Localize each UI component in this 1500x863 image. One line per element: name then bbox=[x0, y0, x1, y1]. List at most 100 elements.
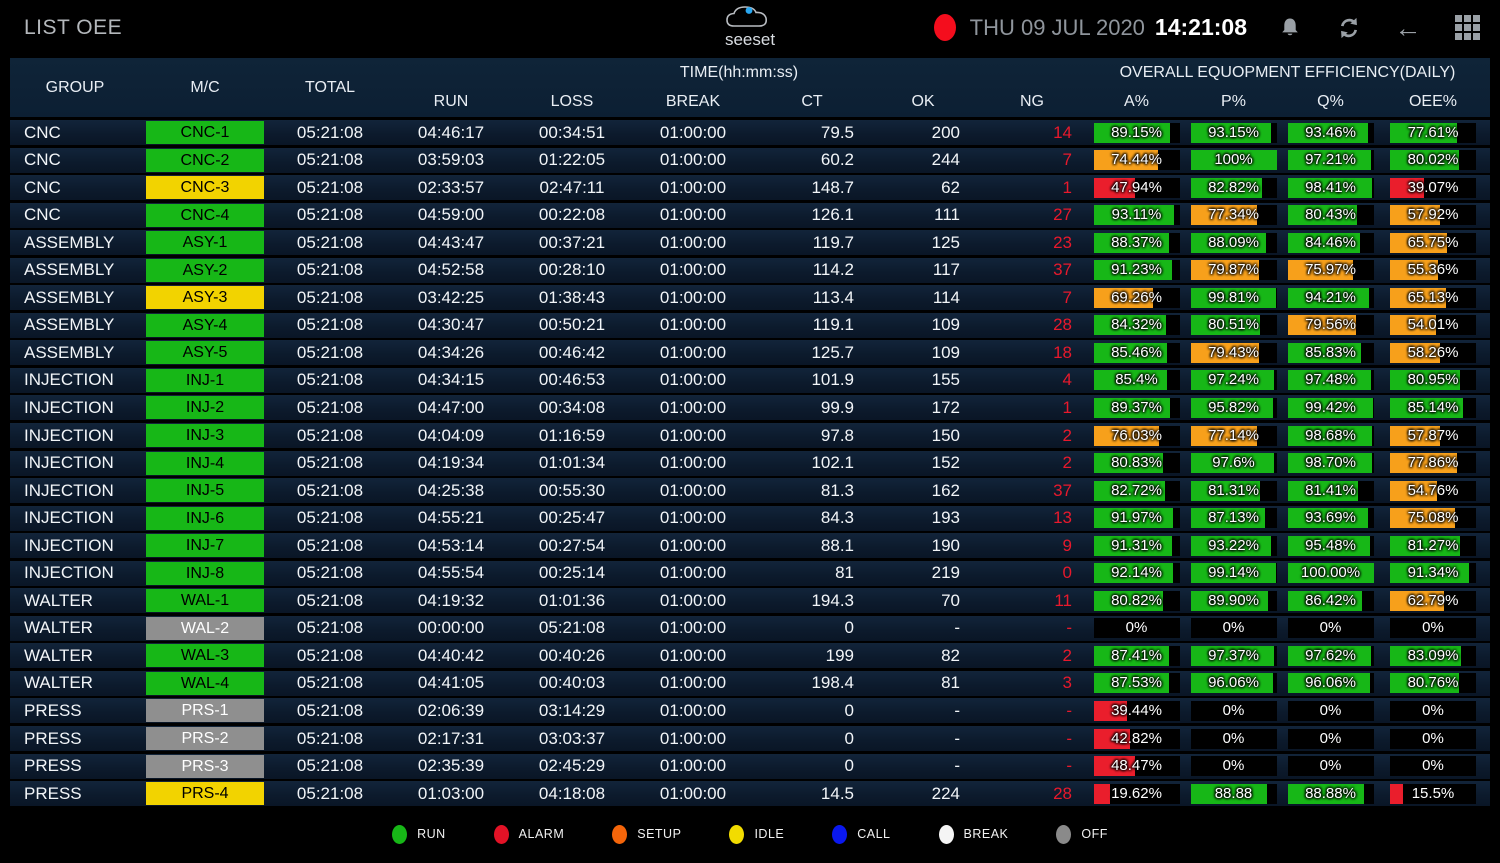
run-time-cell: 04:04:09 bbox=[417, 425, 485, 445]
ok-count-cell: 162 bbox=[931, 480, 960, 500]
machine-status-label[interactable]: WAL-4 bbox=[146, 671, 264, 695]
quality-bar-cell: 86.42% bbox=[1282, 590, 1379, 611]
machine-status-label[interactable]: ASY-1 bbox=[146, 231, 264, 255]
oee-bar-cell: 0% bbox=[1379, 756, 1487, 777]
performance-bar: 100% bbox=[1190, 150, 1277, 171]
machine-status-label[interactable]: INJ-7 bbox=[146, 534, 264, 558]
ct-cell: 119.7 bbox=[812, 232, 854, 252]
legend-label: BREAK bbox=[963, 827, 1009, 842]
machine-status-label[interactable]: INJ-2 bbox=[146, 396, 264, 420]
performance-bar-cell: 89.90% bbox=[1185, 590, 1282, 611]
loss-time-cell: 04:18:08 bbox=[538, 783, 606, 803]
loss-time-cell: 05:21:08 bbox=[538, 618, 606, 638]
performance-bar: 93.15% bbox=[1190, 122, 1277, 143]
oee-bar-cell: 77.61% bbox=[1379, 122, 1487, 143]
apps-grid-icon[interactable] bbox=[1454, 15, 1480, 41]
machine-status-label[interactable]: ASY-3 bbox=[146, 286, 264, 310]
table-row: CNC CNC-3 05:21:08 02:33:57 02:47:11 01:… bbox=[10, 175, 1490, 201]
machine-status-label[interactable]: PRS-4 bbox=[146, 782, 264, 806]
machine-status-label[interactable]: INJ-3 bbox=[146, 424, 264, 448]
run-time-cell: 04:55:21 bbox=[417, 508, 485, 528]
oee-bar-cell: 65.75% bbox=[1379, 232, 1487, 253]
break-time-cell: 01:00:00 bbox=[659, 673, 727, 693]
machine-status-label[interactable]: CNC-3 bbox=[146, 176, 264, 200]
legend-label: CALL bbox=[857, 827, 891, 842]
loss-time-cell: 00:28:10 bbox=[538, 260, 606, 280]
group-cell: ASSEMBLY bbox=[24, 287, 115, 307]
machine-status-label[interactable]: CNC-1 bbox=[146, 121, 264, 144]
machine-status-label[interactable]: PRS-3 bbox=[146, 754, 264, 778]
machine-status-label[interactable]: CNC-2 bbox=[146, 148, 264, 172]
break-time-cell: 01:00:00 bbox=[659, 508, 727, 528]
loss-time-cell: 02:45:29 bbox=[538, 756, 606, 776]
machine-status-label[interactable]: WAL-3 bbox=[146, 644, 264, 668]
machine-status-label[interactable]: WAL-2 bbox=[146, 616, 264, 640]
quality-bar-cell: 97.21% bbox=[1282, 150, 1379, 171]
mc-cell: INJ-1 bbox=[140, 368, 270, 392]
machine-status-label[interactable]: INJ-4 bbox=[146, 451, 264, 475]
machine-status-label[interactable]: CNC-4 bbox=[146, 203, 264, 227]
performance-bar-cell: 97.37% bbox=[1185, 645, 1282, 666]
brand-name: seeset bbox=[724, 30, 776, 49]
total-time-cell: 05:21:08 bbox=[296, 425, 364, 445]
availability-bar: 82.72% bbox=[1093, 480, 1180, 501]
ct-cell: 97.8 bbox=[820, 425, 854, 445]
machine-status-label[interactable]: ASY-5 bbox=[146, 341, 264, 365]
table-row: ASSEMBLY ASY-4 05:21:08 04:30:47 00:50:2… bbox=[10, 312, 1490, 338]
legend-item: OFF bbox=[1056, 824, 1108, 844]
oee-table: GROUP M/C TOTAL TIME(hh:mm:ss) OVERALL E… bbox=[10, 58, 1490, 844]
machine-status-label[interactable]: ASY-2 bbox=[146, 258, 264, 282]
mc-cell: CNC-1 bbox=[140, 121, 270, 144]
availability-bar: 89.15% bbox=[1093, 122, 1180, 143]
loss-time-cell: 00:25:14 bbox=[538, 563, 606, 583]
quality-bar: 96.06% bbox=[1287, 673, 1374, 694]
total-time-cell: 05:21:08 bbox=[296, 177, 364, 197]
machine-status-label[interactable]: ASY-4 bbox=[146, 313, 264, 337]
oee-bar: 85.14% bbox=[1390, 397, 1476, 418]
availability-bar: 87.53% bbox=[1093, 673, 1180, 694]
performance-bar-cell: 79.43% bbox=[1185, 342, 1282, 363]
performance-bar-cell: 97.24% bbox=[1185, 370, 1282, 391]
header-ok: OK bbox=[911, 93, 935, 110]
ct-cell: 14.5 bbox=[820, 783, 854, 803]
bell-icon[interactable] bbox=[1277, 15, 1303, 41]
oee-bar: 62.79% bbox=[1390, 590, 1476, 611]
status-legend: RUN ALARM SETUP IDLE CALL BREAK OFF bbox=[10, 809, 1490, 844]
table-row: INJECTION INJ-2 05:21:08 04:47:00 00:34:… bbox=[10, 395, 1490, 421]
machine-status-label[interactable]: INJ-5 bbox=[146, 479, 264, 503]
machine-status-label[interactable]: PRS-1 bbox=[146, 699, 264, 723]
legend-label: ALARM bbox=[518, 827, 565, 842]
ng-count-cell: 2 bbox=[1062, 425, 1072, 445]
quality-bar: 79.56% bbox=[1287, 315, 1374, 336]
run-time-cell: 04:34:26 bbox=[417, 342, 485, 362]
availability-bar-cell: 82.72% bbox=[1088, 480, 1185, 501]
availability-bar: 39.44% bbox=[1093, 700, 1180, 721]
refresh-icon[interactable] bbox=[1336, 15, 1362, 41]
machine-status-label[interactable]: INJ-1 bbox=[146, 368, 264, 392]
cloud-icon bbox=[726, 6, 768, 27]
quality-bar-cell: 0% bbox=[1282, 756, 1379, 777]
run-time-cell: 04:19:32 bbox=[417, 590, 485, 610]
break-time-cell: 01:00:00 bbox=[659, 756, 727, 776]
quality-bar-cell: 0% bbox=[1282, 618, 1379, 639]
run-time-cell: 02:06:39 bbox=[417, 700, 485, 720]
legend-item: CALL bbox=[832, 824, 891, 844]
oee-bar-cell: 57.92% bbox=[1379, 205, 1487, 226]
machine-status-label[interactable]: INJ-8 bbox=[146, 561, 264, 585]
loss-time-cell: 01:16:59 bbox=[538, 425, 606, 445]
machine-status-label[interactable]: WAL-1 bbox=[146, 589, 264, 613]
quality-bar: 94.21% bbox=[1287, 287, 1374, 308]
oee-bar: 0% bbox=[1390, 756, 1476, 777]
quality-bar-cell: 93.69% bbox=[1282, 508, 1379, 529]
back-arrow-icon[interactable]: ← bbox=[1394, 12, 1422, 43]
availability-bar-cell: 42.82% bbox=[1088, 728, 1185, 749]
machine-status-label[interactable]: PRS-2 bbox=[146, 727, 264, 751]
ng-count-cell: 7 bbox=[1062, 287, 1072, 307]
machine-status-label[interactable]: INJ-6 bbox=[146, 506, 264, 530]
mc-cell: PRS-3 bbox=[140, 754, 270, 778]
performance-bar-cell: 77.34% bbox=[1185, 205, 1282, 226]
performance-bar-cell: 97.6% bbox=[1185, 453, 1282, 474]
ct-cell: 148.7 bbox=[811, 177, 854, 197]
oee-bar: 83.09% bbox=[1390, 645, 1476, 666]
total-time-cell: 05:21:08 bbox=[296, 260, 364, 280]
